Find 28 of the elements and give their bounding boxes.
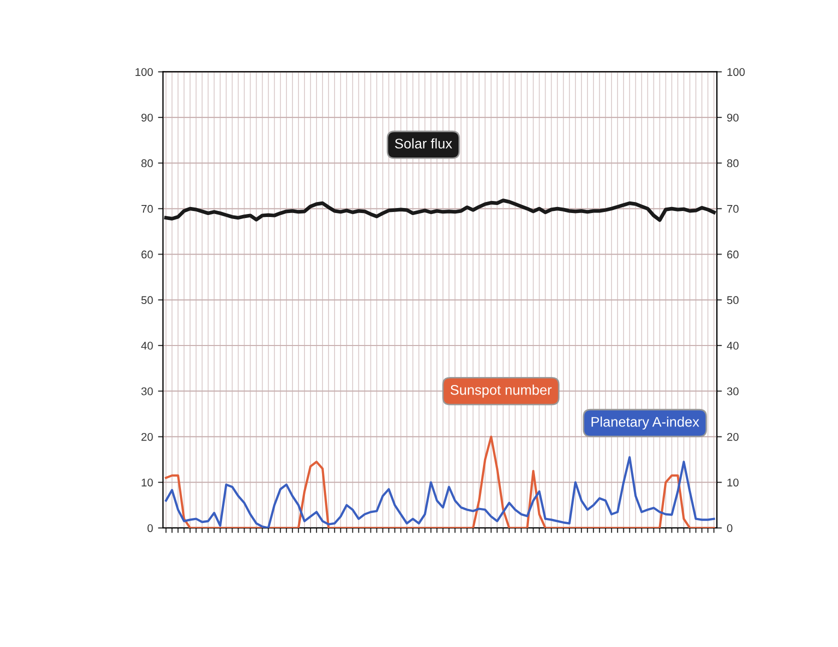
y-tick-label: 40: [141, 342, 153, 350]
y2-tick-label: 100: [727, 68, 745, 76]
y-tick-label: 70: [141, 204, 153, 213]
text: Planetary A-index: [592, 416, 700, 430]
y-tick-label: 50: [141, 296, 153, 304]
y-tick-label: 10: [142, 478, 153, 486]
y-tick-label: 0: [148, 524, 153, 532]
y2-tick-label: 0: [727, 524, 732, 532]
text: Sunspot number: [450, 384, 552, 398]
y-tick-label: 60: [141, 250, 153, 258]
y-tick-label: 80: [141, 159, 153, 168]
y2-tick-label: 60: [727, 250, 739, 258]
y2-tick-label: 10: [727, 478, 739, 486]
y2-tick-label: 50: [727, 296, 739, 304]
y2-tick-label: 40: [726, 342, 739, 350]
line-series: [164, 456, 716, 528]
text: Solar flux: [395, 138, 452, 149]
y2-tick-label: 20: [727, 432, 739, 441]
y2-tick-label: 70: [727, 204, 739, 213]
y-tick-label: 100: [136, 68, 153, 76]
y-tick-label: 90: [141, 114, 153, 122]
y2-tick-label: 30: [727, 387, 739, 396]
y2-tick-label: 80: [727, 159, 739, 168]
y-tick-label: 20: [141, 432, 153, 441]
y-tick-label: 30: [141, 387, 153, 396]
y2-tick-label: 90: [727, 114, 739, 122]
line-series: [164, 198, 716, 222]
line-series: [164, 436, 716, 528]
